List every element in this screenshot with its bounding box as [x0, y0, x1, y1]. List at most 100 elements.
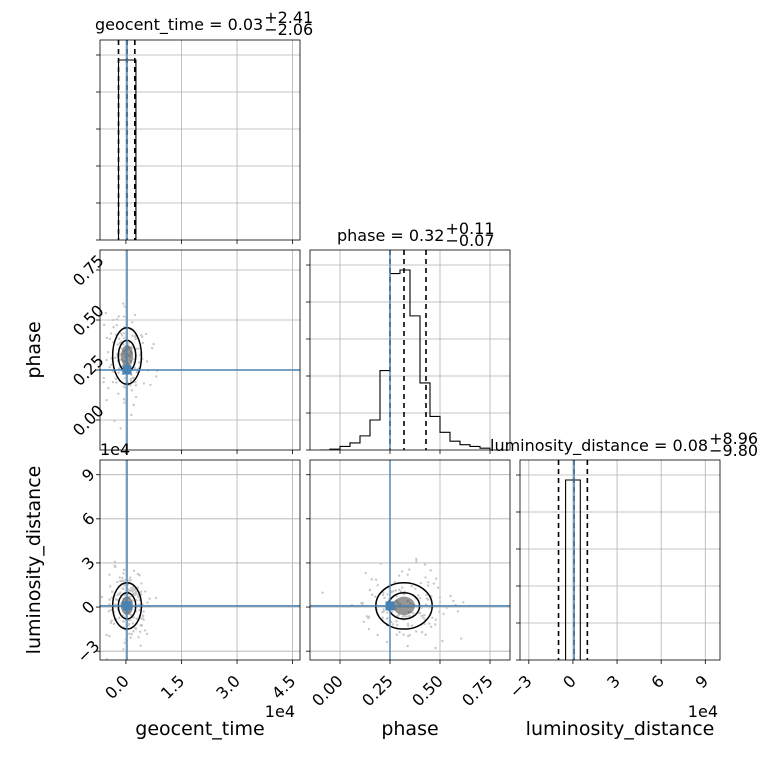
y-axis-label-phase: phase: [23, 321, 45, 378]
scatter-point: [390, 610, 394, 614]
scatter-point: [116, 343, 119, 346]
scatter-point: [379, 562, 383, 565]
scatter-point: [385, 640, 389, 644]
scatter-point: [140, 624, 144, 627]
scatter-point: [360, 601, 363, 605]
scatter-point: [102, 323, 106, 327]
scatter-point: [136, 586, 140, 589]
title-plus-luminosity_distance: +8.96: [709, 429, 758, 448]
scatter-point: [123, 641, 126, 645]
scatter-point: [415, 560, 418, 563]
scatter-point: [422, 616, 425, 620]
scatter-point: [429, 569, 432, 572]
scatter-point: [381, 593, 385, 597]
scatter-point: [420, 630, 424, 634]
scatter-point: [424, 633, 427, 636]
scatter-point: [422, 614, 425, 617]
scatter-point: [133, 313, 137, 317]
scatter-point: [131, 334, 134, 338]
scatter-point: [414, 587, 417, 590]
scatter-point: [132, 569, 136, 573]
scatter-point: [434, 577, 438, 580]
scatter-point: [108, 603, 111, 606]
scatter-point: [134, 337, 138, 341]
scatter-point: [321, 591, 324, 594]
scatter-point: [434, 618, 438, 621]
scatter-point: [395, 623, 399, 627]
scatter-point: [424, 603, 428, 606]
scatter-point: [429, 625, 433, 629]
x-tick-label-phase: 0.00: [308, 671, 347, 710]
scatter-point: [138, 630, 142, 633]
scatter-point: [383, 596, 386, 600]
scatter-point: [129, 379, 132, 382]
scatter-point: [127, 590, 131, 593]
scatter-point: [119, 332, 123, 335]
scatter-point: [122, 648, 125, 651]
scatter-point: [141, 615, 145, 618]
scatter-point: [122, 572, 125, 575]
scatter-point: [107, 386, 110, 390]
scatter-point: [152, 342, 155, 346]
scatter-point: [419, 667, 421, 669]
scatter-point: [123, 386, 127, 389]
scatter-point: [415, 557, 418, 561]
scatter-point: [374, 578, 378, 581]
scatter-point: [111, 370, 114, 373]
panel-luminosity_distance-vs-luminosity_distance: −3 0 3 6 9: [506, 459, 721, 702]
panel-content: [557, 460, 589, 660]
truth-marker: [122, 365, 132, 375]
x-tick-label-geocent_time: 0.0: [101, 671, 132, 702]
scatter-point: [108, 598, 111, 601]
scatter-point: [105, 658, 109, 660]
scatter-point: [452, 599, 455, 603]
scatter-point: [420, 614, 423, 618]
scatter-point: [423, 622, 426, 626]
scatter-point: [109, 585, 112, 588]
scatter-point: [382, 608, 385, 611]
x-axis-label-geocent_time: geocent_time: [135, 718, 264, 740]
title-phase: phase = 0.32: [337, 226, 444, 245]
scatter-point: [144, 590, 147, 593]
scatter-point: [395, 633, 399, 636]
scatter-point: [118, 352, 122, 355]
title-plus-phase: +0.11: [445, 219, 494, 238]
scatter-point: [129, 576, 132, 579]
truth-marker: [385, 601, 395, 611]
scatter-point: [438, 600, 442, 604]
scatter-point: [110, 619, 113, 622]
scatter-point: [397, 574, 401, 577]
scatter-point: [114, 603, 117, 606]
scatter-point: [428, 622, 431, 625]
offset-text-luminosity-distance: 1e4: [688, 702, 718, 721]
scatter-point: [425, 593, 428, 597]
scatter-point: [122, 302, 125, 305]
scatter-point: [132, 630, 135, 633]
y-tick-label-luminosity_distance: −3: [73, 636, 103, 666]
scatter-point: [131, 622, 135, 625]
scatter-point: [140, 333, 143, 337]
scatter-point: [367, 627, 371, 631]
scatter-point: [382, 591, 385, 594]
scatter-point: [115, 323, 118, 327]
scatter-point: [105, 358, 108, 362]
scatter-point: [116, 598, 119, 602]
scatter-point: [130, 587, 133, 590]
scatter-point: [434, 623, 437, 626]
scatter-point: [386, 616, 389, 620]
scatter-point: [394, 589, 398, 592]
scatter-point: [117, 371, 120, 374]
scatter-point: [115, 318, 119, 321]
x-tick-label-luminosity_distance: 0: [559, 671, 580, 692]
scatter-point: [116, 580, 119, 584]
scatter-point: [119, 427, 122, 430]
scatter-point: [427, 581, 430, 584]
scatter-point: [412, 612, 415, 615]
scatter-point: [102, 380, 105, 384]
scatter-point: [123, 376, 127, 380]
scatter-point: [140, 617, 144, 620]
x-axis-label-phase: phase: [381, 718, 438, 740]
scatter-point: [134, 380, 137, 384]
scatter-point: [108, 634, 111, 638]
y-tick-label-luminosity_distance: 6: [78, 509, 99, 530]
